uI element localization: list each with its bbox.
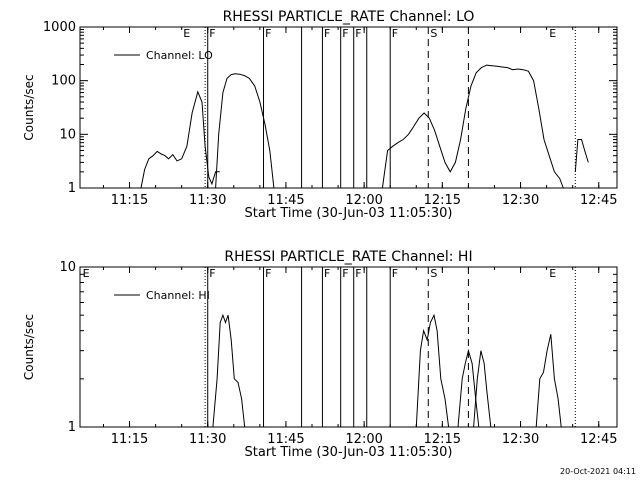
chart-1-x-axis-label: Start Time (30-Jun-03 11:05:30) [245,445,453,460]
chart-0-event-letter: S [430,27,437,40]
chart-0-legend-bg [106,47,206,62]
chart-0-y-tick-label: 1 [68,181,76,196]
chart-0-series-line [140,90,220,189]
chart-0-event-letter: F [324,27,330,40]
chart-0-series-line [215,73,275,189]
chart-1-event-letter: S [430,267,437,280]
chart-0-series-line [574,139,589,172]
chart-0-event-letter: F [392,27,398,40]
chart-1-event-letter: F [392,267,398,280]
chart-0-event-letter: E [183,27,190,40]
chart-0-series-line [381,64,564,189]
chart-1-legend-bg [106,287,206,302]
chart-1-event-letter: F [324,267,330,280]
timestamp-label: 20-Oct-2021 04:11 [560,467,636,476]
chart-1-x-tick-label: 11:45 [267,432,304,447]
chart-1-event-letter: E [83,267,90,280]
chart-1-y-tick-label: 1 [68,420,76,435]
chart-0-event-letter: F [265,27,271,40]
chart-0-y-tick-label: 10 [59,127,76,142]
chart-1-y-axis-label: Counts/sec [22,314,36,380]
chart-0-event-letter: E [549,27,556,40]
chart-1-x-tick-label: 11:30 [189,432,226,447]
chart-1-event-letter: F [265,267,271,280]
chart-1-series-line [473,350,492,428]
chart-1-legend-label: Channel: HI [146,289,210,302]
chart-1-event-letter: F [355,267,361,280]
chart-1-series-line [415,313,450,428]
chart-0-x-tick-label: 12:30 [502,193,539,208]
chart-0-x-axis-label: Start Time (30-Jun-03 11:05:30) [245,206,453,221]
chart-0-plot-frame [79,26,618,189]
chart-1-x-tick-label: 12:45 [580,432,617,447]
chart-1-event-letter: F [209,267,215,280]
chart-1-x-tick-label: 11:15 [111,432,148,447]
chart-0-event-letter: F [355,27,361,40]
hi-channel-panel: RHESSI PARTICLE_RATE Channel: HI Start Ti… [22,249,618,460]
chart-0-x-tick-label: 12:00 [345,193,382,208]
chart-0-x-tick-label: 12:45 [580,193,617,208]
chart-1-plot-frame [79,266,618,428]
chart-0-x-tick-label: 11:45 [267,193,304,208]
chart-0-y-tick-label: 100 [51,74,76,89]
chart-1-x-tick-label: 12:30 [502,432,539,447]
chart-1-x-tick-label: 12:00 [345,432,382,447]
chart-0-legend-label: Channel: LO [146,49,213,62]
chart-1-title: RHESSI PARTICLE_RATE Channel: HI [224,249,472,265]
chart-0-y-tick-label: 1000 [43,20,76,35]
chart-1-event-letter: E [549,267,556,280]
chart-0-event-letter: F [342,27,348,40]
lo-channel-panel: RHESSI PARTICLE_RATE Channel: LO Start Ti… [22,9,618,221]
chart-0-y-axis-label: Counts/sec [22,74,36,140]
chart-0-title: RHESSI PARTICLE_RATE Channel: LO [223,9,475,25]
chart-0-x-tick-label: 11:15 [111,193,148,208]
chart-1-y-tick-label: 10 [59,260,76,275]
chart-0-x-tick-label: 12:15 [424,193,461,208]
chart-0-x-tick-label: 11:30 [189,193,226,208]
chart-1-event-letter: F [342,267,348,280]
chart-1-series-line [212,313,246,428]
chart-1-x-tick-label: 12:15 [424,432,461,447]
chart-0-event-letter: F [209,27,215,40]
chart-1-series-line [535,334,562,428]
